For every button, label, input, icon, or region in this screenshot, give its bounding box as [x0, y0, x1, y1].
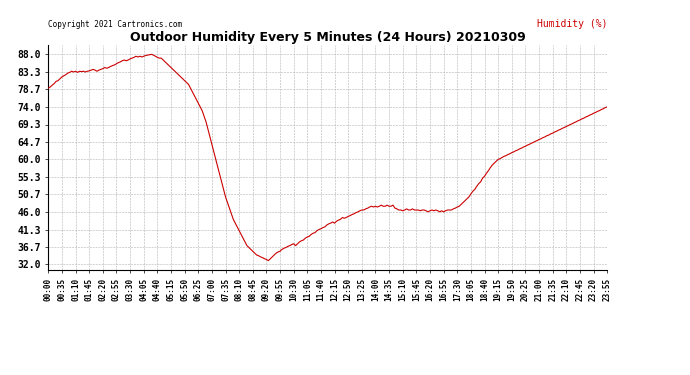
Text: Humidity (%): Humidity (%) [537, 19, 607, 29]
Text: Copyright 2021 Cartronics.com: Copyright 2021 Cartronics.com [48, 20, 182, 29]
Title: Outdoor Humidity Every 5 Minutes (24 Hours) 20210309: Outdoor Humidity Every 5 Minutes (24 Hou… [130, 31, 526, 44]
